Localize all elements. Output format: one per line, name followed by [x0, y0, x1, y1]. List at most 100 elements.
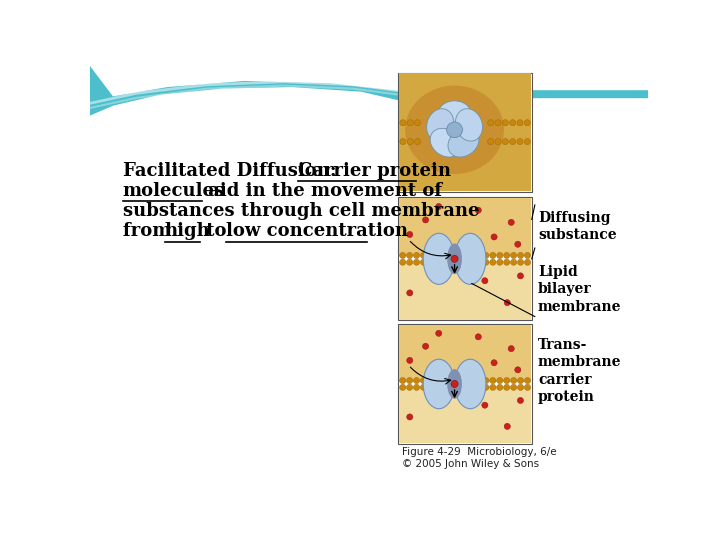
Circle shape	[508, 219, 514, 225]
Circle shape	[446, 122, 462, 138]
Circle shape	[497, 259, 503, 265]
Circle shape	[413, 384, 420, 390]
Ellipse shape	[430, 129, 461, 157]
Circle shape	[517, 120, 523, 126]
Circle shape	[510, 377, 517, 383]
Text: Lipid
bilayer
membrane: Lipid bilayer membrane	[538, 265, 621, 314]
Circle shape	[420, 377, 426, 383]
Circle shape	[420, 252, 426, 259]
Circle shape	[413, 377, 420, 383]
Circle shape	[524, 252, 531, 259]
Circle shape	[518, 397, 523, 403]
Circle shape	[491, 360, 498, 366]
Circle shape	[423, 217, 428, 223]
Circle shape	[518, 252, 523, 259]
Circle shape	[503, 259, 510, 265]
Circle shape	[518, 259, 523, 265]
Ellipse shape	[456, 109, 482, 141]
Circle shape	[487, 120, 494, 126]
Circle shape	[524, 120, 531, 126]
Circle shape	[482, 278, 488, 284]
Ellipse shape	[423, 359, 454, 409]
Circle shape	[503, 252, 510, 259]
Text: aid in the movement of: aid in the movement of	[202, 183, 442, 200]
Polygon shape	[90, 65, 415, 97]
Bar	[399, 73, 531, 191]
Circle shape	[407, 232, 413, 238]
Circle shape	[407, 357, 413, 363]
Circle shape	[510, 139, 516, 145]
Text: Trans-
membrane
carrier
protein: Trans- membrane carrier protein	[538, 338, 621, 404]
Circle shape	[483, 377, 489, 383]
Ellipse shape	[405, 86, 504, 174]
Circle shape	[510, 120, 516, 126]
Circle shape	[475, 334, 482, 340]
Circle shape	[407, 259, 413, 265]
Circle shape	[504, 300, 510, 306]
Circle shape	[420, 384, 426, 390]
Circle shape	[510, 259, 517, 265]
Circle shape	[510, 252, 517, 259]
Circle shape	[413, 259, 420, 265]
Ellipse shape	[454, 359, 486, 409]
Circle shape	[407, 120, 413, 126]
Bar	[399, 198, 531, 256]
Circle shape	[524, 377, 531, 383]
Circle shape	[503, 120, 508, 126]
Circle shape	[423, 343, 428, 349]
Circle shape	[524, 384, 531, 390]
Polygon shape	[90, 65, 415, 115]
Circle shape	[518, 384, 523, 390]
Circle shape	[415, 120, 420, 126]
Circle shape	[436, 204, 442, 210]
Bar	[398, 197, 532, 320]
Ellipse shape	[448, 129, 479, 157]
Circle shape	[400, 259, 406, 265]
Text: substances through cell membrane: substances through cell membrane	[122, 202, 479, 220]
Bar	[398, 325, 532, 444]
Text: Carrier protein: Carrier protein	[297, 163, 451, 180]
Text: molecules: molecules	[122, 183, 225, 200]
Circle shape	[407, 384, 413, 390]
Circle shape	[451, 381, 458, 387]
Bar	[398, 72, 532, 192]
Circle shape	[407, 139, 413, 145]
Circle shape	[415, 139, 420, 145]
Circle shape	[497, 377, 503, 383]
Circle shape	[436, 330, 442, 336]
Circle shape	[497, 252, 503, 259]
Circle shape	[487, 139, 494, 145]
Circle shape	[503, 377, 510, 383]
Bar	[399, 261, 531, 320]
Text: Facilitated Diffusion:: Facilitated Diffusion:	[122, 163, 348, 180]
Circle shape	[407, 290, 413, 296]
Circle shape	[407, 252, 413, 259]
Ellipse shape	[423, 233, 454, 285]
Circle shape	[495, 120, 501, 126]
Text: Diffusing
substance: Diffusing substance	[538, 211, 616, 242]
Ellipse shape	[447, 369, 462, 399]
Circle shape	[407, 414, 413, 420]
Ellipse shape	[447, 244, 462, 274]
Ellipse shape	[454, 233, 486, 285]
Circle shape	[490, 377, 496, 383]
Circle shape	[490, 384, 496, 390]
Circle shape	[503, 384, 510, 390]
Text: high: high	[165, 222, 211, 240]
Circle shape	[524, 139, 531, 145]
Circle shape	[490, 259, 496, 265]
Circle shape	[407, 377, 413, 383]
Circle shape	[400, 377, 406, 383]
Circle shape	[413, 252, 420, 259]
Circle shape	[482, 402, 488, 408]
Circle shape	[515, 241, 521, 247]
Circle shape	[483, 252, 489, 259]
Circle shape	[400, 120, 406, 126]
Circle shape	[503, 139, 508, 145]
Text: to: to	[200, 222, 233, 240]
Circle shape	[451, 255, 458, 262]
Circle shape	[483, 259, 489, 265]
Circle shape	[517, 139, 523, 145]
Circle shape	[490, 252, 496, 259]
Circle shape	[475, 207, 482, 213]
